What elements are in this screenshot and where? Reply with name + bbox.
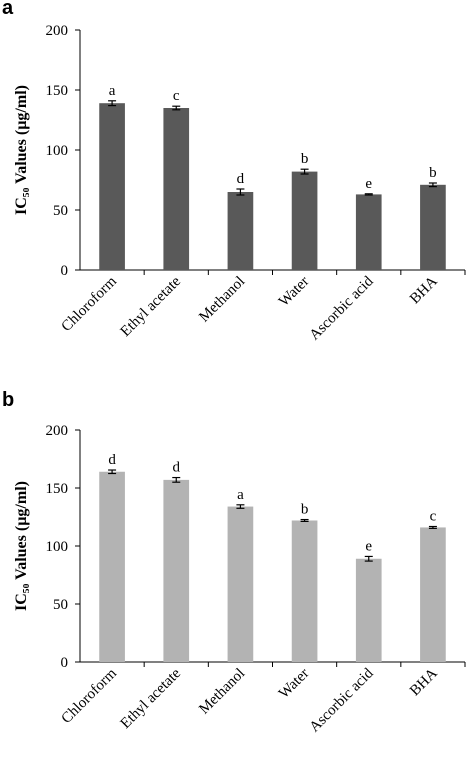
- panel-letter: b: [2, 389, 14, 411]
- bar: [227, 192, 254, 270]
- bar: [291, 171, 318, 270]
- category-label: Ascorbic acid: [307, 273, 377, 343]
- category-label: Methanol: [196, 666, 248, 718]
- significance-letter: b: [429, 165, 437, 181]
- bar: [355, 558, 382, 662]
- significance-letter: d: [237, 171, 245, 187]
- bar: [355, 194, 382, 270]
- y-tick-label: 100: [46, 539, 69, 555]
- category-label: BHA: [407, 273, 441, 307]
- bar: [291, 520, 318, 662]
- y-tick-label: 100: [46, 143, 69, 159]
- y-tick-label: 150: [46, 481, 69, 497]
- category-label: Chloroform: [59, 665, 121, 727]
- y-tick-label: 0: [61, 655, 69, 671]
- significance-letter: b: [301, 502, 309, 518]
- significance-letter: e: [365, 176, 372, 192]
- significance-letter: b: [301, 151, 309, 167]
- bar: [227, 506, 254, 662]
- y-tick-label: 0: [61, 263, 69, 279]
- panel-letter: a: [2, 0, 14, 19]
- significance-letter: c: [173, 88, 180, 104]
- y-tick-label: 50: [53, 597, 68, 613]
- bar: [99, 471, 125, 662]
- y-axis-title: IC₅₀ Values (µg/ml): [13, 481, 30, 611]
- bar: [163, 479, 190, 662]
- y-tick-label: 50: [53, 203, 68, 219]
- significance-letter: d: [173, 460, 181, 476]
- significance-letter: c: [430, 509, 437, 525]
- bar: [420, 527, 446, 662]
- category-label: Ethyl acetate: [118, 273, 185, 340]
- significance-letter: a: [237, 487, 244, 503]
- bar: [99, 103, 125, 270]
- y-axis-title: IC₅₀ Values (µg/ml): [13, 85, 30, 215]
- category-label: Ascorbic acid: [307, 665, 377, 735]
- category-label: Methanol: [196, 274, 248, 326]
- category-label: Ethyl acetate: [118, 665, 185, 732]
- y-tick-label: 150: [46, 83, 69, 99]
- category-label: BHA: [407, 665, 441, 699]
- chart-panel-a: a 0 50 100 150 200 IC₅₀ Values (µg/ml) a Chlorof…: [2, 0, 466, 343]
- y-tick-label: 200: [46, 23, 69, 39]
- category-label: Chloroform: [59, 273, 121, 335]
- y-tick-label: 200: [46, 423, 69, 439]
- bar: [420, 184, 446, 270]
- significance-letter: d: [108, 452, 116, 468]
- bar: [163, 108, 190, 270]
- category-label: Water: [276, 274, 312, 310]
- significance-letter: a: [109, 83, 116, 99]
- significance-letter: e: [365, 538, 372, 554]
- chart-panel-b: b 0 50 100 150 200 IC₅₀ Values (µg/ml) d Chlorof…: [2, 389, 466, 735]
- category-label: Water: [276, 666, 312, 702]
